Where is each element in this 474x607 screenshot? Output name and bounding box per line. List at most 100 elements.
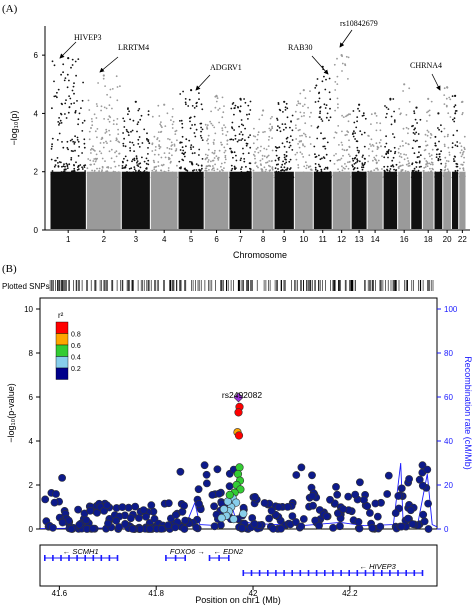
- snp-point: [374, 158, 377, 161]
- snp-point: [342, 116, 345, 118]
- locus-snp-point: [202, 470, 211, 479]
- snp-point: [95, 103, 98, 105]
- snp-point: [212, 165, 214, 167]
- snp-point: [397, 147, 400, 150]
- ld-snp-point: [225, 490, 234, 500]
- snp-point: [337, 106, 339, 109]
- snp-point: [252, 153, 255, 156]
- snp-point: [201, 108, 204, 111]
- snp-point: [263, 166, 266, 169]
- snp-point: [380, 145, 382, 148]
- snp-point: [345, 149, 348, 152]
- snp-point: [132, 171, 135, 174]
- snp-point: [122, 117, 125, 120]
- snp-point: [356, 146, 359, 149]
- snp-point: [254, 157, 256, 160]
- snp-point: [415, 131, 418, 134]
- snp-point: [444, 175, 446, 178]
- snp-point: [232, 156, 234, 159]
- snp-point: [322, 145, 325, 148]
- snp-point: [352, 159, 355, 162]
- snp-point: [285, 154, 288, 157]
- snp-point: [69, 139, 72, 142]
- locus-snp-point: [339, 505, 348, 513]
- locus-snp-point: [333, 509, 342, 518]
- snp-point: [96, 157, 98, 160]
- snp-point: [71, 170, 73, 173]
- snp-point: [171, 171, 174, 174]
- snp-point: [70, 158, 73, 161]
- snp-point: [336, 57, 338, 60]
- gene-exon: [332, 570, 334, 576]
- snp-point: [190, 148, 193, 151]
- chromosome-band-2: [86, 171, 121, 229]
- snp-point: [284, 109, 287, 111]
- snp-point: [351, 172, 354, 175]
- snp-point: [393, 172, 396, 174]
- snp-point: [393, 110, 395, 113]
- snp-point: [284, 123, 287, 125]
- snp-point: [249, 146, 252, 149]
- snp-point: [393, 146, 396, 149]
- snp-point: [426, 172, 428, 175]
- snp-point: [408, 174, 410, 177]
- snp-point: [100, 170, 103, 173]
- snp-point: [356, 173, 358, 176]
- snp-point: [417, 169, 420, 172]
- snp-point: [265, 176, 268, 179]
- chromosome-band-21: [451, 171, 459, 229]
- snp-point: [357, 107, 359, 110]
- snp-point: [239, 159, 242, 162]
- snp-point: [262, 176, 265, 179]
- snp-point: [136, 123, 139, 126]
- snp-point: [317, 174, 319, 177]
- locus-snp-point: [283, 502, 292, 511]
- snp-point: [414, 176, 417, 179]
- snp-point: [77, 140, 80, 143]
- snp-point: [295, 127, 297, 129]
- snp-point: [259, 150, 262, 152]
- snp-point: [268, 135, 271, 138]
- snp-point: [200, 130, 203, 133]
- rs10842679-arrow: [339, 29, 353, 48]
- snp-point: [388, 149, 390, 151]
- snp-point: [201, 167, 203, 170]
- snp-point: [380, 176, 382, 179]
- snp-point: [426, 144, 429, 147]
- snp-point: [148, 142, 151, 145]
- snp-point: [303, 172, 306, 175]
- snp-point: [460, 163, 463, 166]
- snp-point: [60, 176, 63, 179]
- snp-point: [419, 176, 422, 179]
- snp-point: [96, 167, 98, 170]
- snp-point: [176, 164, 178, 167]
- snp-point: [204, 169, 207, 172]
- snp-point: [102, 141, 105, 144]
- locus-snp-point: [195, 499, 203, 508]
- snp-point: [136, 160, 139, 163]
- snp-point: [289, 174, 292, 176]
- snp-point: [417, 133, 420, 135]
- snp-point: [334, 109, 336, 112]
- snp-point: [135, 157, 138, 160]
- snp-point: [231, 176, 234, 179]
- snp-point: [286, 107, 289, 110]
- snp-point: [386, 176, 388, 179]
- snp-point: [109, 88, 112, 91]
- snp-point: [297, 102, 300, 105]
- locus-snp-point: [335, 522, 344, 531]
- snp-point: [341, 70, 343, 72]
- snp-point: [288, 160, 291, 163]
- snp-point: [211, 169, 213, 171]
- snp-point: [459, 142, 461, 145]
- snp-point: [297, 166, 300, 169]
- snp-point: [104, 160, 106, 163]
- snp-point: [71, 89, 74, 92]
- snp-point: [145, 157, 148, 160]
- locus-snp-point: [292, 471, 301, 479]
- gene-exon: [228, 555, 230, 561]
- snp-point: [379, 129, 382, 132]
- snp-point: [386, 165, 389, 168]
- snp-point: [354, 138, 356, 140]
- snp-point: [131, 129, 134, 132]
